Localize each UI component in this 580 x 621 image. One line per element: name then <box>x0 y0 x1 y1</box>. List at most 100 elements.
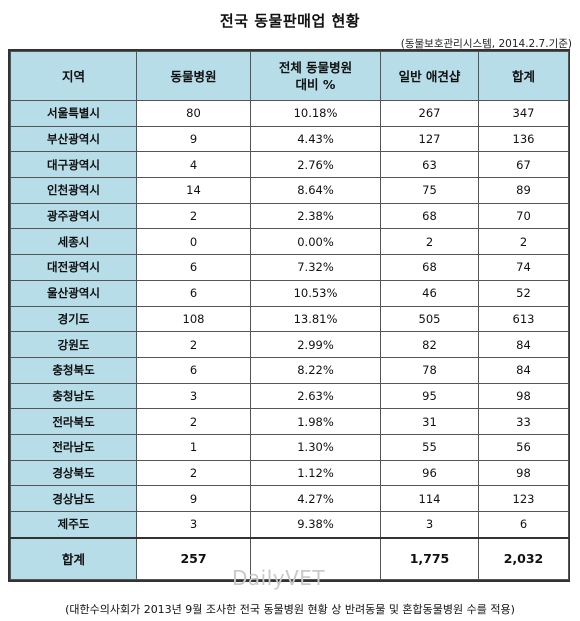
cell-ratio: 1.12% <box>250 459 381 487</box>
cell-region: 광주광역시 <box>10 202 137 230</box>
cell-ratio: 1.98% <box>250 408 381 435</box>
cell-pet-shops: 75 <box>380 177 479 204</box>
cell-region: 충청남도 <box>10 382 137 410</box>
table-row: 경상북도 2 1.12% 96 98 <box>10 459 569 487</box>
cell-ratio: 1.30% <box>250 433 381 461</box>
cell-hospitals: 14 <box>136 177 251 204</box>
cell-ratio: 8.22% <box>250 356 381 384</box>
cell-total: 6 <box>478 510 569 539</box>
cell-total: 347 <box>478 100 569 127</box>
cell-ratio: 10.53% <box>250 279 381 307</box>
header-hospitals: 동물병원 <box>136 51 251 101</box>
cell-total: 136 <box>478 125 569 153</box>
cell-total: 56 <box>478 433 569 461</box>
cell-hospitals: 80 <box>136 100 251 127</box>
cell-pet-shops: 267 <box>380 100 479 127</box>
cell-pet-shops: 31 <box>380 408 479 435</box>
cell-region: 경상북도 <box>10 459 137 487</box>
cell-pet-shops: 505 <box>380 305 479 333</box>
cell-pet-shops: 68 <box>380 254 479 281</box>
header-ratio: 전체 동물병원 대비 % <box>250 51 381 101</box>
cell-total: 89 <box>478 177 569 204</box>
cell-hospitals: 4 <box>136 151 251 179</box>
cell-ratio: 2.63% <box>250 382 381 410</box>
cell-pet-shops: 63 <box>380 151 479 179</box>
cell-hospitals: 1 <box>136 433 251 461</box>
source-note: (동물보호관리시스템, 2014.2.7.기준) <box>400 38 572 50</box>
cell-region: 전라남도 <box>10 433 137 461</box>
table-row: 경기도 108 13.81% 505 613 <box>10 305 569 333</box>
cell-total: 67 <box>478 151 569 179</box>
total-cell-pet-shops: 1,775 <box>380 536 479 580</box>
cell-region: 인천광역시 <box>10 177 137 204</box>
cell-total: 2 <box>478 228 569 256</box>
cell-ratio: 10.18% <box>250 100 381 127</box>
total-cell-total: 2,032 <box>478 536 569 580</box>
cell-ratio: 13.81% <box>250 305 381 333</box>
cell-region: 경상남도 <box>10 485 137 512</box>
table-row: 경상남도 9 4.27% 114 123 <box>10 485 569 512</box>
cell-hospitals: 6 <box>136 356 251 384</box>
footnote: (대한수의사회가 2013년 9월 조사한 전국 동물병원 현황 상 반려동물 … <box>65 603 515 616</box>
watermark-logo: DailyVET <box>232 566 326 590</box>
cell-total: 84 <box>478 356 569 384</box>
table-row: 인천광역시 14 8.64% 75 89 <box>10 177 569 204</box>
cell-pet-shops: 127 <box>380 125 479 153</box>
header-ratio-line1: 전체 동물병원 <box>278 60 353 75</box>
table-row: 강원도 2 2.99% 82 84 <box>10 331 569 358</box>
cell-hospitals: 6 <box>136 254 251 281</box>
cell-region: 세종시 <box>10 228 137 256</box>
header-region: 지역 <box>10 51 137 101</box>
cell-pet-shops: 78 <box>380 356 479 384</box>
header-row: 지역 동물병원 전체 동물병원 대비 % 일반 애견샵 합계 <box>10 51 569 101</box>
table-row: 세종시 0 0.00% 2 2 <box>10 228 569 256</box>
cell-total: 70 <box>478 202 569 230</box>
cell-pet-shops: 3 <box>380 510 479 539</box>
cell-total: 613 <box>478 305 569 333</box>
page-title: 전국 동물판매업 현황 <box>219 12 361 30</box>
table-row: 울산광역시 6 10.53% 46 52 <box>10 279 569 307</box>
statistics-table: 지역 동물병원 전체 동물병원 대비 % 일반 애견샵 합계 서울특별시 80 10… <box>10 51 569 580</box>
cell-ratio: 2.38% <box>250 202 381 230</box>
cell-pet-shops: 46 <box>380 279 479 307</box>
cell-total: 74 <box>478 254 569 281</box>
cell-region: 제주도 <box>10 510 137 539</box>
cell-region: 부산광역시 <box>10 125 137 153</box>
table-row: 부산광역시 9 4.43% 127 136 <box>10 125 569 153</box>
cell-total: 98 <box>478 382 569 410</box>
table-body: 서울특별시 80 10.18% 267 347 부산광역시 9 4.43% 127 136 대구광역… <box>10 100 569 580</box>
header-pet-shops: 일반 애견샵 <box>380 51 479 101</box>
cell-region: 울산광역시 <box>10 279 137 307</box>
cell-pet-shops: 96 <box>380 459 479 487</box>
total-row: 합계 257 1,775 2,032 <box>10 536 569 580</box>
total-cell-region: 합계 <box>10 536 137 580</box>
cell-region: 대구광역시 <box>10 151 137 179</box>
cell-ratio: 7.32% <box>250 254 381 281</box>
table-row: 대구광역시 4 2.76% 63 67 <box>10 151 569 179</box>
cell-total: 52 <box>478 279 569 307</box>
table-row: 전라북도 2 1.98% 31 33 <box>10 408 569 435</box>
table-row: 광주광역시 2 2.38% 68 70 <box>10 202 569 230</box>
cell-hospitals: 2 <box>136 331 251 358</box>
header-ratio-line2: 대비 % <box>295 77 336 92</box>
cell-pet-shops: 55 <box>380 433 479 461</box>
table-row: 전라남도 1 1.30% 55 56 <box>10 433 569 461</box>
cell-total: 33 <box>478 408 569 435</box>
cell-pet-shops: 114 <box>380 485 479 512</box>
cell-pet-shops: 2 <box>380 228 479 256</box>
cell-ratio: 9.38% <box>250 510 381 539</box>
cell-region: 경기도 <box>10 305 137 333</box>
cell-total: 84 <box>478 331 569 358</box>
table-row: 충청남도 3 2.63% 95 98 <box>10 382 569 410</box>
cell-hospitals: 3 <box>136 382 251 410</box>
cell-ratio: 4.27% <box>250 485 381 512</box>
cell-region: 강원도 <box>10 331 137 358</box>
table-row: 제주도 3 9.38% 3 6 <box>10 510 569 539</box>
cell-ratio: 2.99% <box>250 331 381 358</box>
cell-region: 서울특별시 <box>10 100 137 127</box>
total-cell-ratio <box>250 536 381 580</box>
cell-hospitals: 0 <box>136 228 251 256</box>
cell-hospitals: 6 <box>136 279 251 307</box>
cell-region: 대전광역시 <box>10 254 137 281</box>
cell-region: 충청북도 <box>10 356 137 384</box>
